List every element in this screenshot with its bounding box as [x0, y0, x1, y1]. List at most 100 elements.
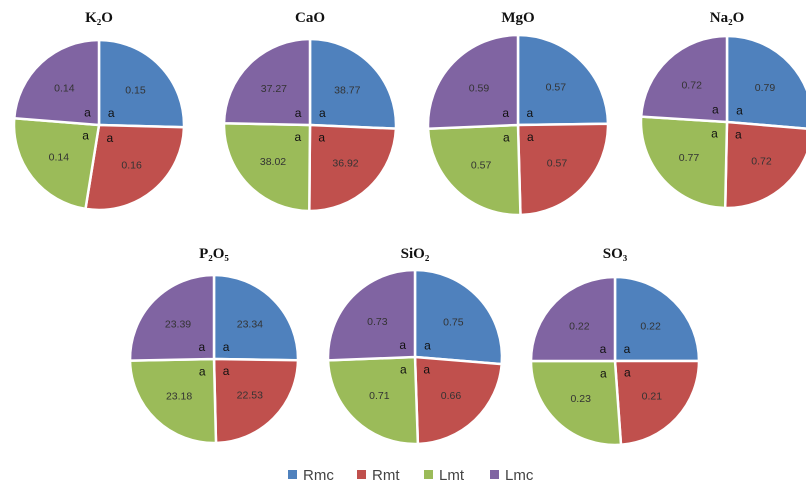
pie-slice-rmc	[308, 37, 398, 130]
significance-label: a	[108, 106, 115, 120]
pie-slice-lmc	[128, 273, 216, 362]
significance-label: a	[399, 338, 406, 352]
slice-value-label: 0.72	[681, 79, 702, 91]
slice-value-label: 0.22	[569, 320, 590, 332]
significance-label: a	[624, 342, 631, 356]
slice-value-label: 0.77	[679, 152, 700, 164]
slice-value-label: 23.39	[165, 319, 191, 331]
pie-slice-lmt	[12, 116, 101, 211]
slice-value-label: 0.66	[441, 390, 462, 402]
legend: Rmc Rmt Lmt Lmc	[288, 467, 534, 484]
significance-label: a	[318, 130, 325, 144]
pies-layer: K₂O 0.15 a 0.16 a 0.14 a 0.14 a CaO 38.77 a 36.92 a 38…	[12, 10, 806, 447]
chart-title: K₂O	[85, 10, 113, 26]
slice-value-label: 38.77	[334, 84, 360, 96]
significance-label: a	[294, 130, 301, 144]
pie-slice-lmc	[639, 34, 729, 124]
slice-value-label: 0.23	[570, 393, 591, 405]
slice-value-label: 0.21	[642, 390, 663, 402]
significance-label: a	[223, 364, 230, 378]
significance-label: a	[400, 362, 407, 376]
slice-value-label: 0.57	[471, 160, 492, 172]
significance-label: a	[423, 362, 430, 376]
pie-chart-1: CaO 38.77 a 36.92 a 38.02 a 37.27 a	[222, 10, 398, 213]
significance-label: a	[712, 103, 719, 117]
pie-chart-6: SO₃ 0.22 a 0.21 a 0.23 a 0.22 a	[529, 246, 701, 447]
pie-slice-lmt	[326, 355, 420, 446]
legend-label-rmc: Rmc	[303, 467, 334, 484]
significance-label: a	[624, 366, 631, 380]
slice-value-label: 23.18	[166, 390, 192, 402]
legend-swatch-lmt	[424, 470, 433, 479]
legend-label-lmc: Lmc	[505, 467, 534, 484]
significance-label: a	[711, 127, 718, 141]
slice-value-label: 0.22	[640, 320, 661, 332]
slice-value-label: 23.34	[237, 319, 263, 331]
pie-slice-lmc	[222, 37, 312, 127]
pie-slice-rmt	[212, 357, 300, 445]
significance-label: a	[735, 128, 742, 142]
slice-value-label: 22.53	[237, 390, 263, 402]
pie-slice-rmt	[613, 359, 701, 447]
slice-value-label: 0.59	[469, 83, 490, 95]
legend-label-lmt: Lmt	[439, 467, 465, 484]
slice-value-label: 0.75	[443, 317, 464, 329]
pie-slice-lmc	[326, 268, 417, 362]
slice-value-label: 0.15	[125, 84, 146, 96]
pie-slice-lmt	[639, 115, 729, 210]
chart-title: MgO	[501, 10, 534, 26]
pie-slice-rmt	[308, 123, 398, 213]
significance-label: a	[199, 364, 206, 378]
significance-label: a	[84, 106, 91, 120]
pie-slice-rmc	[516, 33, 610, 127]
slice-value-label: 0.14	[49, 152, 70, 164]
pie-slice-lmt	[128, 357, 218, 445]
slice-value-label: 0.79	[755, 82, 776, 94]
slice-value-label: 0.14	[54, 83, 75, 95]
significance-label: a	[502, 106, 509, 120]
legend-swatch-rmc	[288, 470, 297, 479]
significance-label: a	[82, 129, 89, 143]
pie-slice-lmc	[529, 275, 617, 363]
pie-slice-rmt	[84, 123, 186, 212]
pie-chart-3: Na₂O 0.79 a 0.72 a 0.77 a 0.72 a	[639, 10, 806, 210]
legend-label-rmt: Rmt	[372, 467, 400, 484]
pie-chart-4: P₂O₅ 23.34 a 22.53 a 23.18 a 23.39 a	[128, 246, 300, 445]
significance-label: a	[736, 104, 743, 118]
pie-slice-rmc	[97, 38, 186, 129]
significance-label: a	[424, 339, 431, 353]
slice-value-label: 0.16	[121, 159, 142, 171]
legend-swatch-lmc	[490, 470, 499, 479]
slice-value-label: 38.02	[260, 156, 286, 168]
significance-label: a	[199, 340, 206, 354]
significance-label: a	[527, 106, 534, 120]
pie-chart-5: SiO₂ 0.75 a 0.66 a 0.71 a 0.73 a	[326, 246, 504, 446]
slice-value-label: 0.57	[547, 157, 568, 169]
chart-title: P₂O₅	[199, 246, 229, 262]
pie-slice-rmt	[413, 355, 504, 446]
chart-title: SiO₂	[401, 246, 430, 262]
pie-slice-rmc	[613, 275, 701, 363]
legend-swatch-rmt	[357, 470, 366, 479]
significance-label: a	[107, 131, 114, 145]
pie-chart-0: K₂O 0.15 a 0.16 a 0.14 a 0.14 a	[12, 10, 186, 212]
pie-slice-rmt	[723, 120, 806, 210]
slice-value-label: 0.71	[369, 390, 390, 402]
pie-slice-lmt	[426, 123, 522, 217]
significance-label: a	[319, 106, 326, 120]
chart-title: SO₃	[603, 246, 628, 262]
slice-value-label: 36.92	[332, 157, 358, 169]
significance-label: a	[223, 340, 230, 354]
significance-label: a	[503, 130, 510, 144]
significance-label: a	[295, 106, 302, 120]
pie-slice-lmt	[222, 122, 312, 213]
slice-value-label: 0.73	[367, 316, 388, 328]
chart-title: Na₂O	[710, 10, 745, 26]
pie-slice-rmc	[725, 34, 806, 130]
pie-slice-lmc	[12, 38, 101, 127]
significance-label: a	[600, 366, 607, 380]
pie-slice-lmt	[529, 359, 623, 447]
pie-slice-rmc	[212, 273, 300, 362]
slice-value-label: 0.57	[546, 82, 567, 94]
